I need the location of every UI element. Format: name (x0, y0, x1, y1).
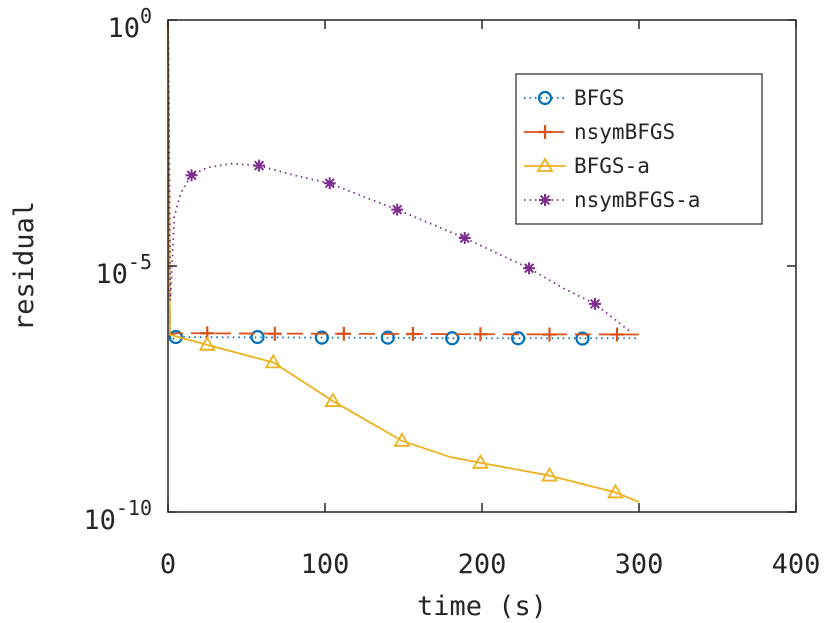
legend: BFGS nsymBFGS BFGS-a nsymBFGS-a (515, 73, 763, 225)
data-point-bfgs (250, 329, 265, 345)
data-point-nsymbfgs-a (185, 169, 198, 182)
legend-entry-bfgs: BFGS (524, 86, 625, 110)
data-point-bfgs (575, 331, 590, 346)
axis-tick-labels: 0 100 200 300 400 100 10-5 10-10 (83, 4, 820, 580)
data-point-nsymbfgs-a (458, 232, 471, 245)
x-tick-label: 200 (458, 549, 507, 580)
data-point-bfgs-a (264, 353, 282, 369)
data-point-nsymbfgs (336, 326, 351, 341)
x-tick-label: 100 (301, 549, 350, 580)
data-point-nsymbfgs (610, 327, 625, 342)
x-tick-label: 400 (772, 549, 821, 580)
legend-marker-nsymbfgs-a (539, 194, 551, 206)
legend-entry-bfgs-a: BFGS-a (524, 154, 650, 178)
data-point-nsymbfgs-a (253, 159, 266, 172)
y-axis-label: residual (9, 201, 40, 331)
data-point-bfgs-a (393, 432, 411, 447)
data-point-bfgs-a (198, 336, 216, 351)
x-tick-label: 0 (160, 549, 176, 580)
legend-entry-nsymbfgs: nsymBFGS (524, 120, 675, 144)
axis-ticks (167, 19, 797, 513)
y-tick-label: 100 (107, 4, 152, 44)
legend-marker-nsymbfgs (538, 125, 552, 139)
data-point-nsymbfgs-a (323, 177, 336, 190)
data-point-nsymbfgs (267, 326, 282, 341)
series-line-nsymbfgs-a (167, 19, 632, 333)
y-tick-label: 10-5 (95, 250, 152, 290)
data-point-bfgs-a (471, 454, 489, 469)
legend-marker-bfgs (537, 90, 553, 106)
x-axis-label: time (s) (417, 591, 547, 622)
data-point-bfgs-a (606, 483, 625, 499)
data-point-bfgs-a (540, 466, 559, 482)
data-point-nsymbfgs (405, 326, 420, 341)
legend-label-bfgs: BFGS (574, 86, 625, 110)
legend-items: BFGS nsymBFGS BFGS-a nsymBFGS-a (524, 86, 700, 212)
x-tick-label: 300 (615, 549, 664, 580)
legend-label-bfgs-a: BFGS-a (574, 154, 650, 178)
data-point-nsymbfgs-a (589, 297, 602, 310)
data-point-nsymbfgs-a (523, 262, 536, 275)
plot-series (167, 19, 640, 503)
legend-box (515, 73, 763, 225)
data-point-bfgs (511, 331, 526, 346)
data-point-bfgs (445, 331, 460, 346)
data-point-bfgs-a (324, 392, 342, 407)
data-point-nsymbfgs (542, 327, 557, 342)
legend-marker-bfgs-a (536, 157, 554, 172)
legend-label-nsymbfgs: nsymBFGS (574, 120, 675, 144)
data-point-nsymbfgs (473, 327, 488, 342)
data-point-bfgs (380, 330, 395, 345)
data-point-nsymbfgs-a (391, 203, 404, 216)
legend-label-nsymbfgs-a: nsymBFGS-a (574, 188, 700, 212)
legend-entry-nsymbfgs-a: nsymBFGS-a (524, 188, 700, 212)
data-point-bfgs (168, 329, 183, 345)
series-nsymbfgs-a (167, 19, 632, 333)
data-point-bfgs (314, 330, 329, 345)
y-tick-label: 10-10 (83, 496, 152, 536)
